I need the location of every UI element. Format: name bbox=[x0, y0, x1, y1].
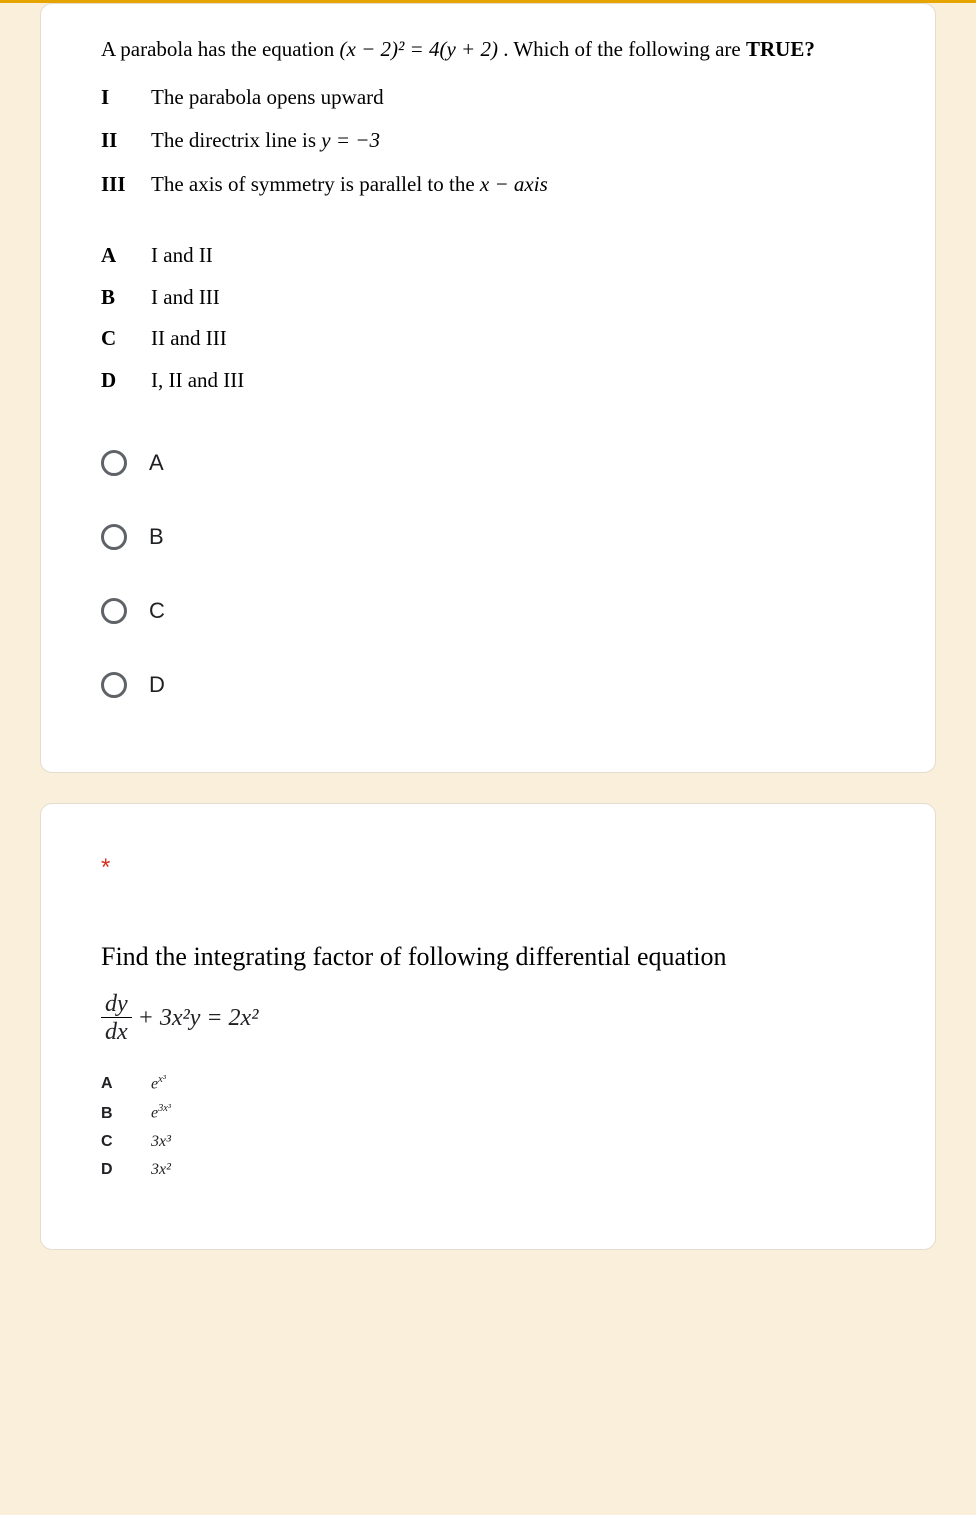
question-1-body: A parabola has the equation (x − 2)² = 4… bbox=[101, 34, 875, 396]
answer-definitions-q2: A ex³ B e3x³ C 3x³ D 3x² bbox=[101, 1074, 875, 1179]
answer-text: 3x² bbox=[151, 1161, 171, 1179]
statement-text: The axis of symmetry is parallel to the … bbox=[151, 169, 548, 201]
fraction-num: dy bbox=[101, 992, 132, 1018]
answer-letter: A bbox=[101, 240, 151, 272]
answer-letter: C bbox=[101, 323, 151, 355]
radio-label: D bbox=[149, 672, 165, 698]
answer-letter: B bbox=[101, 1105, 151, 1123]
answer-text: 3x³ bbox=[151, 1133, 171, 1151]
radio-options-q1: A B C D bbox=[101, 426, 875, 722]
radio-label: C bbox=[149, 598, 165, 624]
statement-text: The parabola opens upward bbox=[151, 82, 384, 114]
statement-num: II bbox=[101, 125, 151, 157]
radio-option-a[interactable]: A bbox=[101, 426, 875, 500]
fraction-den: dx bbox=[101, 1018, 132, 1044]
answer-letter: D bbox=[101, 365, 151, 397]
question-2-equation: dy dx + 3x²y = 2x² bbox=[101, 992, 875, 1044]
required-indicator: * bbox=[101, 854, 875, 882]
statements-list: I The parabola opens upward II The direc… bbox=[101, 82, 875, 201]
stem-text: A parabola has the equation bbox=[101, 37, 340, 61]
answer-letter: A bbox=[101, 1075, 151, 1093]
statement-num: I bbox=[101, 82, 151, 114]
answer-text: I, II and III bbox=[151, 365, 244, 397]
answer-def-row: D I, II and III bbox=[101, 365, 875, 397]
radio-icon bbox=[101, 672, 127, 698]
answer-def-row: A I and II bbox=[101, 240, 875, 272]
answer-text: ex³ bbox=[151, 1074, 166, 1093]
statement-row: III The axis of symmetry is parallel to … bbox=[101, 169, 875, 201]
answer-def-row: A ex³ bbox=[101, 1074, 875, 1093]
question-1-stem: A parabola has the equation (x − 2)² = 4… bbox=[101, 34, 875, 66]
answer-def-row: B I and III bbox=[101, 282, 875, 314]
statement-text: The directrix line is y = −3 bbox=[151, 125, 380, 157]
radio-icon bbox=[101, 598, 127, 624]
radio-option-b[interactable]: B bbox=[101, 500, 875, 574]
equation-rest: + 3x²y = 2x² bbox=[138, 1005, 259, 1032]
answer-def-row: D 3x² bbox=[101, 1161, 875, 1179]
answer-text: II and III bbox=[151, 323, 227, 355]
question-2-title: Find the integrating factor of following… bbox=[101, 942, 875, 972]
stem-equation: (x − 2)² = 4(y + 2) bbox=[340, 37, 498, 61]
answer-text: I and III bbox=[151, 282, 220, 314]
radio-icon bbox=[101, 524, 127, 550]
answer-letter: B bbox=[101, 282, 151, 314]
answer-def-row: C II and III bbox=[101, 323, 875, 355]
answer-text: I and II bbox=[151, 240, 213, 272]
answer-text: e3x³ bbox=[151, 1103, 171, 1122]
question-card-2: * Find the integrating factor of followi… bbox=[40, 803, 936, 1250]
question-card-1: A parabola has the equation (x − 2)² = 4… bbox=[40, 3, 936, 773]
required-star-icon: * bbox=[101, 854, 110, 881]
stem-bold: TRUE? bbox=[746, 37, 815, 61]
radio-label: A bbox=[149, 450, 164, 476]
answer-letter: C bbox=[101, 1133, 151, 1151]
statement-num: III bbox=[101, 169, 151, 201]
statement-row: I The parabola opens upward bbox=[101, 82, 875, 114]
answer-letter: D bbox=[101, 1161, 151, 1179]
radio-option-c[interactable]: C bbox=[101, 574, 875, 648]
statement-row: II The directrix line is y = −3 bbox=[101, 125, 875, 157]
radio-label: B bbox=[149, 524, 164, 550]
stem-text-post: . Which of the following are bbox=[503, 37, 746, 61]
radio-icon bbox=[101, 450, 127, 476]
answer-definitions: A I and II B I and III C II and III D I,… bbox=[101, 240, 875, 396]
answer-def-row: C 3x³ bbox=[101, 1133, 875, 1151]
fraction: dy dx bbox=[101, 992, 132, 1044]
radio-option-d[interactable]: D bbox=[101, 648, 875, 722]
answer-def-row: B e3x³ bbox=[101, 1103, 875, 1122]
